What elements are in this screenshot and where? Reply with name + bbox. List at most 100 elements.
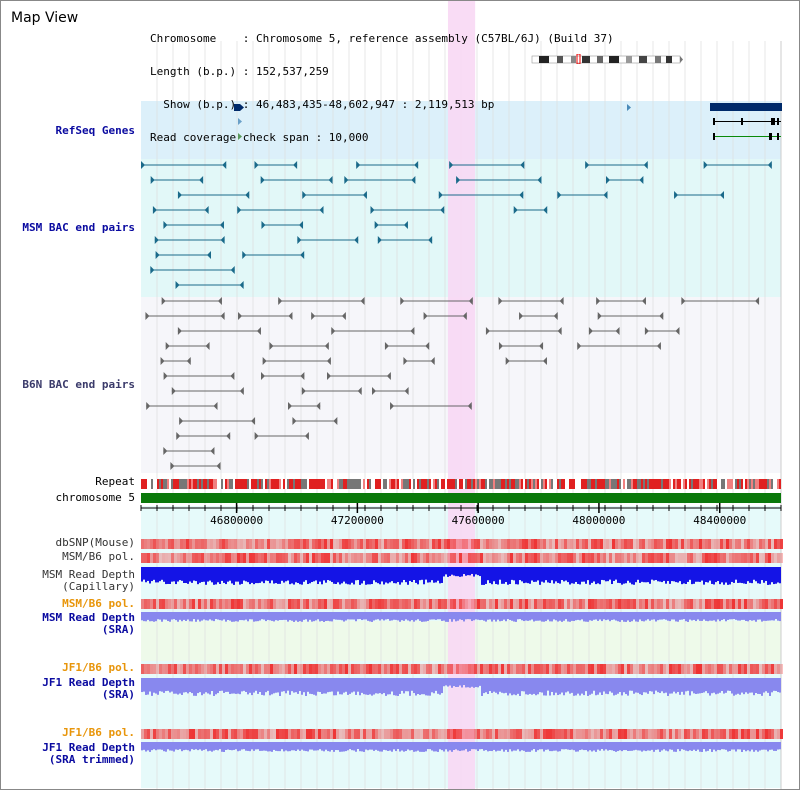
jf1-trim-pol-bin xyxy=(636,729,639,739)
repeat-element xyxy=(317,479,319,489)
b6n-bac-end xyxy=(288,312,293,320)
msm-sra-pol-bin xyxy=(174,599,177,609)
track-label-msm-b6-pol-2[interactable]: MSM/B6 pol. xyxy=(62,597,135,610)
msm-bac-end xyxy=(720,191,725,199)
jf1-trim-depth-bin xyxy=(263,742,265,751)
jf1-trim-pol-bin xyxy=(570,729,573,739)
msm-capillary-depth-bin xyxy=(733,567,735,583)
jf1-trim-depth-bin xyxy=(711,742,713,752)
msm-sra-pol-bin xyxy=(183,599,186,609)
track-label-msm-b6-pol-1[interactable]: MSM/B6 pol. xyxy=(62,550,135,563)
msm-sra-depth-bin xyxy=(703,612,705,620)
msm-sra-pol-bin xyxy=(711,599,714,609)
repeat-element xyxy=(187,479,189,489)
msm-capillary-depth-bin xyxy=(303,567,305,582)
jf1-pol-bin xyxy=(399,664,402,674)
msm-pol-bin xyxy=(750,553,753,563)
jf1-sra-depth-bin xyxy=(357,678,359,692)
track-label-msm-depth-sra[interactable]: MSM Read Depth xyxy=(42,611,135,624)
msm-sra-depth-bin xyxy=(767,612,769,621)
track-label-jf1-b6-pol-2[interactable]: JF1/B6 pol. xyxy=(62,726,135,739)
msm-sra-pol-bin xyxy=(456,599,459,609)
msm-sra-pol-bin xyxy=(684,599,687,609)
msm-sra-pol-bin xyxy=(744,599,747,609)
jf1-trim-pol-bin xyxy=(591,729,594,739)
msm-sra-pol-bin xyxy=(504,599,507,609)
jf1-pol-bin xyxy=(777,664,780,674)
jf1-trim-pol-bin xyxy=(213,729,216,739)
repeat-element xyxy=(599,479,601,489)
msm-sra-pol-bin xyxy=(573,599,576,609)
repeat-element xyxy=(763,479,765,489)
msm-pol-bin xyxy=(294,553,297,563)
jf1-pol-bin xyxy=(531,664,534,674)
msm-sra-pol-bin xyxy=(483,599,486,609)
jf1-sra-depth-bin xyxy=(707,678,709,694)
msm-sra-depth-bin xyxy=(423,612,425,622)
msm-sra-pol-bin xyxy=(375,599,378,609)
dbsnp-bin xyxy=(219,539,222,549)
track-label-refseq[interactable]: RefSeq Genes xyxy=(55,124,135,137)
jf1-pol-bin xyxy=(360,664,363,674)
msm-sra-depth-bin xyxy=(609,612,611,622)
jf1-sra-depth-bin xyxy=(183,678,185,693)
msm-bac-end xyxy=(261,221,266,229)
track-label-jf1-depth-trimmed[interactable]: JF1 Read Depth xyxy=(42,741,135,754)
jf1-sra-depth-bin xyxy=(421,678,423,695)
b6n-bac-end xyxy=(230,372,235,380)
b6n-bac-end xyxy=(498,342,503,350)
msm-pol-bin xyxy=(444,553,447,563)
jf1-pol-bin xyxy=(489,664,492,674)
track-label-repeat[interactable]: Repeat xyxy=(95,475,135,488)
track-label-msm-bac[interactable]: MSM BAC end pairs xyxy=(22,221,135,234)
msm-sra-depth-bin xyxy=(579,612,581,621)
jf1-trim-pol-bin xyxy=(606,729,609,739)
msm-capillary-depth-bin xyxy=(661,567,663,583)
jf1-trim-pol-bin xyxy=(408,729,411,739)
dbsnp-bin xyxy=(732,539,735,549)
track-label-chromosome[interactable]: chromosome 5 xyxy=(55,491,135,504)
msm-capillary-depth-bin xyxy=(559,567,561,584)
dbsnp-bin xyxy=(576,539,579,549)
msm-capillary-depth-bin xyxy=(577,567,579,584)
repeat-element xyxy=(627,479,629,489)
track-label-dbsnp[interactable]: dbSNP(Mouse) xyxy=(55,536,135,549)
jf1-sra-depth-bin xyxy=(449,678,451,686)
jf1-trim-pol-bin xyxy=(141,729,144,739)
jf1-trim-pol-bin xyxy=(216,729,219,739)
jf1-sra-depth-bin xyxy=(295,678,297,693)
msm-capillary-depth-bin xyxy=(263,567,265,584)
msm-capillary-depth-bin xyxy=(297,567,299,583)
msm-sra-pol-bin xyxy=(219,599,222,609)
jf1-sra-depth-bin xyxy=(769,678,771,696)
msm-sra-pol-bin xyxy=(612,599,615,609)
repeat-element xyxy=(229,479,231,489)
msm-capillary-depth-bin xyxy=(311,567,313,583)
track-label-b6n-bac[interactable]: B6N BAC end pairs xyxy=(22,378,135,391)
msm-capillary-depth-bin xyxy=(567,567,569,583)
msm-sra-pol-bin xyxy=(525,599,528,609)
msm-sra-depth-bin xyxy=(205,612,207,621)
gene-exon xyxy=(777,133,779,140)
msm-pol-bin xyxy=(357,553,360,563)
msm-sra-depth-bin xyxy=(341,612,343,621)
jf1-sra-depth-bin xyxy=(741,678,743,693)
jf1-trim-pol-bin xyxy=(243,729,246,739)
track-label-jf1-depth-sra[interactable]: JF1 Read Depth xyxy=(42,676,135,689)
jf1-pol-bin xyxy=(717,664,720,674)
dbsnp-bin xyxy=(669,539,672,549)
jf1-sra-depth-bin xyxy=(621,678,623,696)
msm-sra-pol-bin xyxy=(636,599,639,609)
track-label-msm-depth-capillary[interactable]: MSM Read Depth xyxy=(42,568,135,581)
dbsnp-bin xyxy=(441,539,444,549)
msm-sra-pol-bin xyxy=(234,599,237,609)
repeat-element xyxy=(247,479,249,489)
jf1-pol-bin xyxy=(714,664,717,674)
jf1-trim-pol-bin xyxy=(288,729,291,739)
jf1-sra-depth-bin xyxy=(213,678,215,696)
chromosome-ideogram[interactable] xyxy=(531,54,683,64)
repeat-element xyxy=(361,479,363,489)
track-label-jf1-b6-pol-1[interactable]: JF1/B6 pol. xyxy=(62,661,135,674)
repeat-element xyxy=(459,479,461,489)
